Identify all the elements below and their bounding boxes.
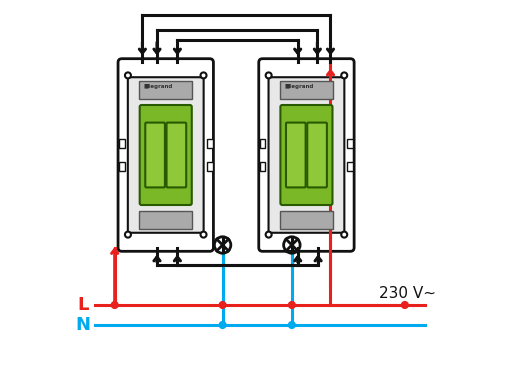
Circle shape (341, 73, 347, 79)
Bar (347, 162, 353, 171)
FancyBboxPatch shape (268, 77, 344, 233)
Circle shape (266, 73, 272, 79)
Circle shape (111, 302, 118, 309)
FancyBboxPatch shape (118, 59, 213, 251)
FancyBboxPatch shape (167, 123, 186, 187)
Circle shape (125, 73, 131, 79)
Text: L: L (77, 296, 88, 314)
Bar (119, 139, 125, 148)
Bar (207, 162, 213, 171)
FancyBboxPatch shape (307, 123, 327, 187)
FancyBboxPatch shape (259, 59, 354, 251)
Circle shape (341, 232, 347, 237)
Text: N: N (75, 316, 90, 334)
Text: ■legrand: ■legrand (285, 83, 314, 89)
FancyBboxPatch shape (281, 105, 332, 205)
FancyBboxPatch shape (286, 123, 306, 187)
Bar (140, 81, 192, 99)
Bar (260, 139, 266, 148)
Circle shape (201, 73, 207, 79)
Bar (260, 162, 266, 171)
Bar (280, 81, 333, 99)
Text: ■legrand: ■legrand (144, 83, 173, 89)
Circle shape (288, 302, 295, 309)
Bar (140, 211, 192, 229)
Circle shape (201, 232, 207, 237)
Bar (207, 139, 213, 148)
Circle shape (125, 232, 131, 237)
Circle shape (402, 302, 408, 309)
FancyBboxPatch shape (145, 123, 165, 187)
FancyBboxPatch shape (140, 105, 192, 205)
Text: 230 V∼: 230 V∼ (379, 286, 437, 301)
Circle shape (219, 322, 226, 328)
Circle shape (219, 302, 226, 309)
FancyBboxPatch shape (128, 77, 204, 233)
Bar (347, 139, 353, 148)
Bar (280, 211, 333, 229)
Circle shape (266, 232, 272, 237)
Circle shape (288, 322, 295, 328)
Bar (119, 162, 125, 171)
